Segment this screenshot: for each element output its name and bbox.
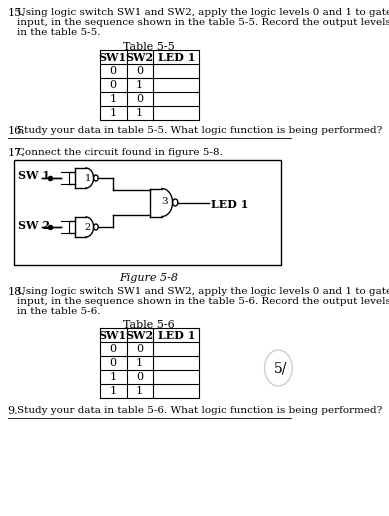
Text: 1: 1 xyxy=(136,386,143,396)
Text: SW1: SW1 xyxy=(99,330,127,341)
Text: 1: 1 xyxy=(109,372,116,382)
Text: 1: 1 xyxy=(136,108,143,118)
Text: Figure 5-8: Figure 5-8 xyxy=(119,273,178,283)
Text: 0: 0 xyxy=(136,372,143,382)
Text: SW1: SW1 xyxy=(99,52,127,63)
Text: 3: 3 xyxy=(161,198,168,206)
Text: 1: 1 xyxy=(84,174,91,183)
Text: 9.: 9. xyxy=(8,406,18,416)
Text: 0: 0 xyxy=(109,66,116,76)
Text: Study your data in table 5-6. What logic function is being performed?: Study your data in table 5-6. What logic… xyxy=(17,406,382,415)
Text: Using logic switch SW1 and SW2, apply the logic levels 0 and 1 to gate: Using logic switch SW1 and SW2, apply th… xyxy=(17,8,389,17)
Text: 0: 0 xyxy=(109,80,116,90)
Text: SW2: SW2 xyxy=(126,52,154,63)
Text: in the table 5-5.: in the table 5-5. xyxy=(17,28,100,37)
Text: 0: 0 xyxy=(136,66,143,76)
Text: 16.: 16. xyxy=(8,126,25,136)
Text: 0: 0 xyxy=(109,344,116,354)
Text: Table 5-5: Table 5-5 xyxy=(123,42,175,52)
Text: LED 1: LED 1 xyxy=(158,52,195,63)
Text: input, in the sequence shown in the table 5-6. Record the output levels: input, in the sequence shown in the tabl… xyxy=(17,297,389,306)
Text: input, in the sequence shown in the table 5-5. Record the output levels: input, in the sequence shown in the tabl… xyxy=(17,18,389,27)
Text: Table 5-6: Table 5-6 xyxy=(123,320,175,330)
Text: 0: 0 xyxy=(109,358,116,368)
Text: Study your data in table 5-5. What logic function is being performed?: Study your data in table 5-5. What logic… xyxy=(17,126,382,135)
Text: 1: 1 xyxy=(136,358,143,368)
Text: SW 2: SW 2 xyxy=(18,220,50,231)
Text: LED 1: LED 1 xyxy=(158,330,195,341)
Text: 2: 2 xyxy=(84,223,91,232)
Text: LED 1: LED 1 xyxy=(211,199,248,209)
Text: 1: 1 xyxy=(136,80,143,90)
Text: 0: 0 xyxy=(136,344,143,354)
Bar xyxy=(14,160,280,265)
Text: in the table 5-6.: in the table 5-6. xyxy=(17,307,100,316)
Text: 1: 1 xyxy=(109,108,116,118)
Text: 0: 0 xyxy=(136,94,143,104)
Circle shape xyxy=(265,350,292,386)
Text: 15.: 15. xyxy=(8,8,25,18)
Text: 5/: 5/ xyxy=(274,361,287,375)
Text: 1: 1 xyxy=(109,386,116,396)
Text: 18.: 18. xyxy=(8,287,25,297)
Text: SW2: SW2 xyxy=(126,330,154,341)
Text: Using logic switch SW1 and SW2, apply the logic levels 0 and 1 to gate: Using logic switch SW1 and SW2, apply th… xyxy=(17,287,389,296)
Text: 17.: 17. xyxy=(8,148,25,158)
Text: 1: 1 xyxy=(109,94,116,104)
Text: Connect the circuit found in figure 5-8.: Connect the circuit found in figure 5-8. xyxy=(17,148,223,157)
Text: SW 1: SW 1 xyxy=(18,170,50,181)
